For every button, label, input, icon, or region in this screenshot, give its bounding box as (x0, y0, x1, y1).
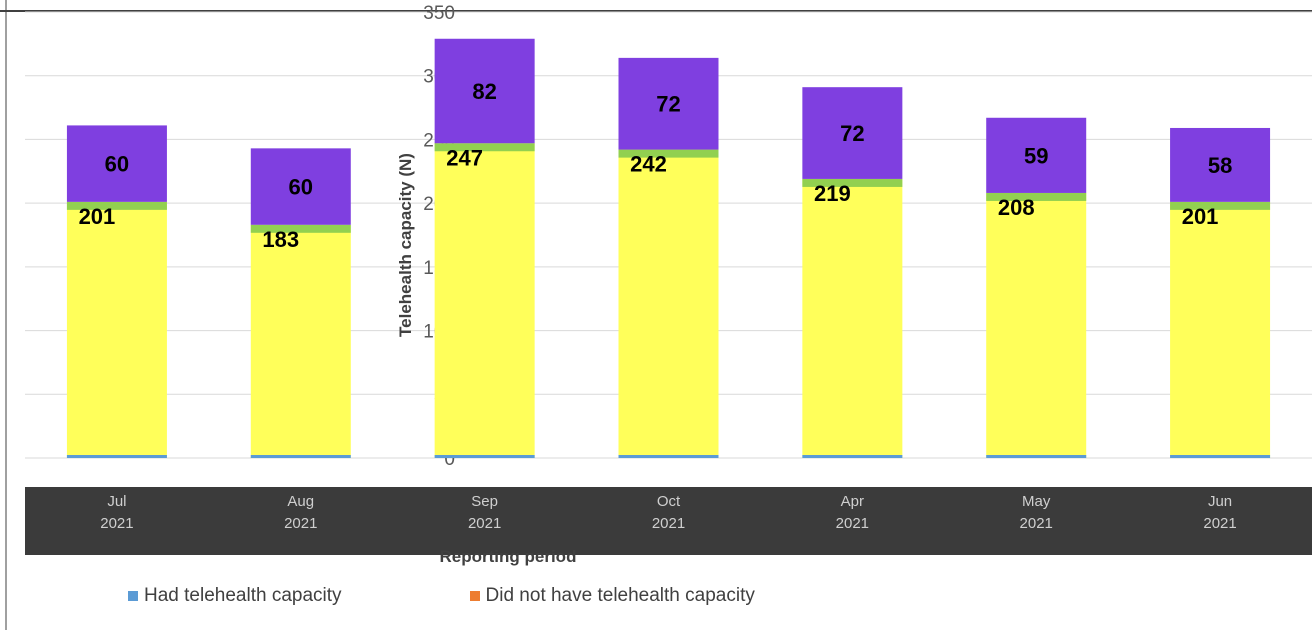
data-label-had: 219 (814, 181, 851, 206)
x-tick-month: Oct (657, 493, 681, 510)
legend: Had telehealth capacity Did not have tel… (128, 585, 755, 607)
data-label-had: 242 (630, 152, 667, 177)
bar-had-telehealth (434, 143, 535, 458)
x-tick-month: Jun (1208, 493, 1232, 510)
bar-base-strip (618, 455, 719, 458)
bar-base-strip (1170, 455, 1271, 458)
data-label-did-not: 72 (656, 92, 680, 117)
data-labels: 201 60 183 60 247 82 242 72 219 72 208 59 201 58 (79, 79, 1233, 252)
bar-had-telehealth (250, 224, 351, 458)
bar-base-strip (986, 455, 1087, 458)
bar-had-telehealth (618, 149, 719, 458)
legend-label-did-not: Did not have telehealth capacity (485, 585, 755, 606)
data-label-had: 201 (1182, 204, 1219, 229)
x-tick-year: 2021 (284, 515, 317, 532)
bar-no-telehealth (802, 87, 903, 179)
bar-accent-band (802, 178, 903, 187)
x-tick-month: Apr (841, 493, 864, 510)
x-tick-month: Aug (287, 493, 314, 510)
x-axis-ticks: Jul 2021 Aug 2021 Sep 2021 Oct 2021 Apr 2021 May 20… (100, 493, 1237, 532)
data-label-did-not: 72 (840, 121, 864, 146)
bar-no-telehealth (250, 148, 351, 225)
bar-no-telehealth (434, 38, 535, 144)
data-label-had: 183 (262, 227, 299, 252)
x-tick-year: 2021 (100, 515, 133, 532)
legend-item-did-not: Did not have telehealth capacity (469, 585, 755, 607)
bar-accent-band (250, 224, 351, 233)
bar-no-telehealth (618, 57, 719, 150)
data-label-had: 201 (79, 204, 116, 229)
data-label-did-not: 58 (1208, 153, 1232, 178)
legend-label-had: Had telehealth capacity (144, 585, 342, 606)
data-label-had: 208 (998, 195, 1035, 220)
x-tick-year: 2021 (836, 515, 869, 532)
x-tick-month: May (1022, 493, 1051, 510)
legend-swatch-had (128, 591, 138, 601)
legend-swatch-did-not (469, 591, 480, 601)
x-tick-year: 2021 (468, 515, 501, 532)
x-tick-month: Jul (107, 493, 126, 510)
bar-accent-band (986, 192, 1087, 201)
bar-had-telehealth (66, 201, 167, 458)
data-label-did-not: 60 (289, 175, 313, 200)
bar-accent-band (434, 143, 535, 152)
data-label-did-not: 59 (1024, 143, 1048, 168)
bar-accent-band (66, 201, 167, 210)
bar-no-telehealth (1170, 127, 1271, 202)
bar-had-telehealth (986, 192, 1087, 458)
bar-accent-band (618, 149, 719, 158)
bar-base-strip (802, 455, 903, 458)
x-axis-band (25, 487, 1312, 555)
y-tick-label: 0 (444, 449, 455, 470)
bar-base-strip (434, 455, 535, 458)
bar-no-telehealth (66, 125, 167, 202)
y-axis-title: Telehealth capacity (N) (396, 153, 415, 337)
y-tick-label: 350 (423, 3, 455, 24)
bar-base-strip (250, 455, 351, 458)
bar-no-telehealth (986, 117, 1087, 193)
x-tick-year: 2021 (652, 515, 685, 532)
bar-had-telehealth (1170, 201, 1271, 458)
bar-base-strip (66, 455, 167, 458)
data-label-did-not: 82 (472, 79, 496, 104)
bar-had-telehealth (802, 178, 903, 458)
data-label-had: 247 (446, 145, 483, 170)
x-tick-year: 2021 (1203, 515, 1236, 532)
x-tick-year: 2021 (1020, 515, 1053, 532)
data-label-did-not: 60 (105, 152, 129, 177)
bars (66, 38, 1271, 458)
bar-accent-band (1170, 201, 1271, 210)
x-axis-title: Reporting period (440, 547, 577, 566)
legend-item-had: Had telehealth capacity (128, 585, 342, 607)
x-tick-month: Sep (471, 493, 498, 510)
